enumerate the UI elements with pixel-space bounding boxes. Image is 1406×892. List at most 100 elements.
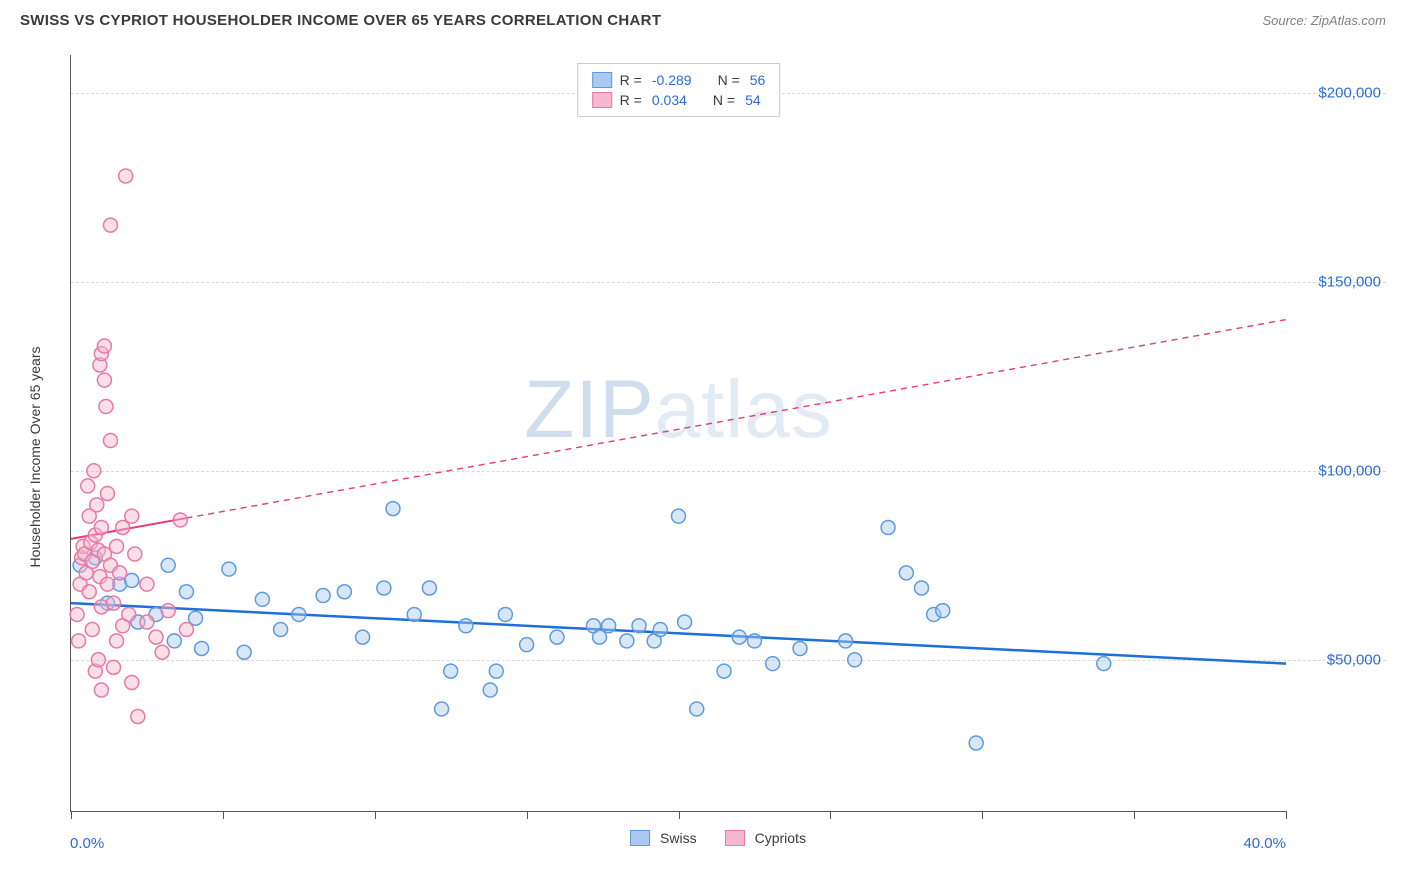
data-point	[690, 702, 704, 716]
chart-header: SWISS VS CYPRIOT HOUSEHOLDER INCOME OVER…	[0, 0, 1406, 37]
data-point	[97, 373, 111, 387]
data-point	[678, 615, 692, 629]
n-label: N =	[718, 72, 740, 88]
data-point	[292, 607, 306, 621]
series-legend: Swiss Cypriots	[630, 830, 806, 846]
y-tick-label: $150,000	[1318, 273, 1381, 290]
x-tick	[527, 811, 528, 819]
data-point	[550, 630, 564, 644]
n-label: N =	[713, 92, 735, 108]
source-name: ZipAtlas.com	[1311, 13, 1386, 28]
data-point	[103, 218, 117, 232]
data-point	[899, 566, 913, 580]
data-point	[82, 585, 96, 599]
data-point	[99, 400, 113, 414]
data-point	[149, 630, 163, 644]
data-point	[70, 607, 84, 621]
data-point	[119, 169, 133, 183]
data-point	[128, 547, 142, 561]
data-point	[140, 577, 154, 591]
data-point	[602, 619, 616, 633]
data-point	[100, 577, 114, 591]
r-label: R =	[620, 92, 642, 108]
x-start-label: 0.0%	[70, 835, 104, 852]
data-point	[173, 513, 187, 527]
data-point	[489, 664, 503, 678]
data-point	[167, 634, 181, 648]
data-point	[195, 641, 209, 655]
x-end-label: 40.0%	[1243, 835, 1286, 852]
data-point	[131, 710, 145, 724]
swiss-n-value: 56	[750, 72, 766, 88]
swiss-swatch-icon	[630, 830, 650, 846]
data-point	[155, 645, 169, 659]
x-tick	[1134, 811, 1135, 819]
x-tick	[375, 811, 376, 819]
data-point	[107, 596, 121, 610]
data-point	[717, 664, 731, 678]
data-point	[179, 623, 193, 637]
legend-cypriots-label: Cypriots	[755, 830, 806, 846]
data-point	[936, 604, 950, 618]
cypriots-n-value: 54	[745, 92, 761, 108]
data-point	[237, 645, 251, 659]
data-point	[85, 623, 99, 637]
source-prefix: Source:	[1262, 13, 1310, 28]
data-point	[356, 630, 370, 644]
data-point	[483, 683, 497, 697]
cypriots-swatch-icon	[725, 830, 745, 846]
data-point	[222, 562, 236, 576]
x-tick	[1286, 811, 1287, 819]
data-point	[107, 660, 121, 674]
data-point	[793, 641, 807, 655]
data-point	[653, 623, 667, 637]
data-point	[113, 566, 127, 580]
data-point	[672, 509, 686, 523]
data-point	[848, 653, 862, 667]
data-point	[407, 607, 421, 621]
y-axis-label: Householder Income Over 65 years	[27, 346, 43, 567]
data-point	[444, 664, 458, 678]
data-point	[632, 619, 646, 633]
data-point	[97, 339, 111, 353]
data-point	[766, 657, 780, 671]
y-tick-label: $200,000	[1318, 84, 1381, 101]
data-point	[125, 509, 139, 523]
data-point	[125, 675, 139, 689]
y-tick-label: $100,000	[1318, 462, 1381, 479]
legend-row-swiss: R = -0.289 N = 56	[592, 70, 766, 90]
data-point	[839, 634, 853, 648]
data-point	[72, 634, 86, 648]
data-point	[337, 585, 351, 599]
legend-swiss-label: Swiss	[660, 830, 697, 846]
swiss-swatch-icon	[592, 72, 612, 88]
data-point	[1097, 657, 1111, 671]
data-point	[90, 498, 104, 512]
data-point	[140, 615, 154, 629]
correlation-legend: R = -0.289 N = 56 R = 0.034 N = 54	[577, 63, 781, 117]
data-point	[969, 736, 983, 750]
source-attribution: Source: ZipAtlas.com	[1262, 13, 1386, 28]
data-point	[881, 521, 895, 535]
r-label: R =	[620, 72, 642, 88]
data-point	[122, 607, 136, 621]
data-point	[498, 607, 512, 621]
cypriots-r-value: 0.034	[652, 92, 687, 108]
data-point	[179, 585, 193, 599]
x-tick	[982, 811, 983, 819]
chart-container: Householder Income Over 65 years ZIPatla…	[50, 55, 1386, 842]
data-point	[110, 634, 124, 648]
data-point	[103, 434, 117, 448]
data-point	[422, 581, 436, 595]
x-tick	[830, 811, 831, 819]
y-tick-label: $50,000	[1327, 651, 1381, 668]
data-point	[377, 581, 391, 595]
data-point	[316, 589, 330, 603]
data-point	[915, 581, 929, 595]
data-point	[435, 702, 449, 716]
x-tick	[223, 811, 224, 819]
x-tick	[679, 811, 680, 819]
data-point	[274, 623, 288, 637]
data-point	[87, 464, 101, 478]
plot-area: ZIPatlas R = -0.289 N = 56 R = 0.034 N =…	[70, 55, 1286, 812]
